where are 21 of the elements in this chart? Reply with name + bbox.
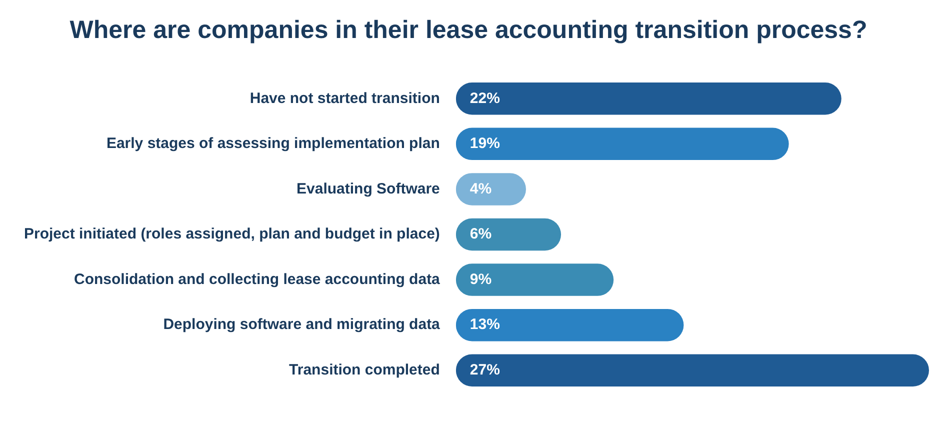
bar	[456, 264, 614, 296]
y-tick-label: Consolidation and collecting lease accounting data	[74, 270, 441, 288]
y-tick-label: Transition completed	[289, 362, 440, 378]
y-tick-label: Project initiated (roles assigned, plan and budget in place)	[24, 226, 440, 243]
bar	[456, 218, 562, 251]
y-tick-label: Deploying software and migrating data	[163, 316, 441, 334]
bar	[456, 128, 789, 160]
bar	[456, 354, 929, 386]
data-label: 22%	[470, 90, 500, 107]
data-label: 9%	[470, 270, 492, 288]
data-label: 27%	[470, 362, 500, 378]
bar	[456, 82, 842, 115]
data-label: 13%	[470, 316, 500, 334]
data-label: 19%	[470, 135, 500, 152]
y-tick-label: Evaluating Software	[296, 180, 440, 198]
bar	[456, 308, 684, 342]
data-label: 6%	[470, 226, 492, 243]
data-label: 4%	[470, 180, 492, 198]
chart-title: Where are companies in their lease accounting transition process?	[70, 16, 868, 44]
y-tick-label: Early stages of assessing implementation plan	[106, 135, 440, 152]
y-tick-label: Have not started transition	[250, 90, 440, 107]
